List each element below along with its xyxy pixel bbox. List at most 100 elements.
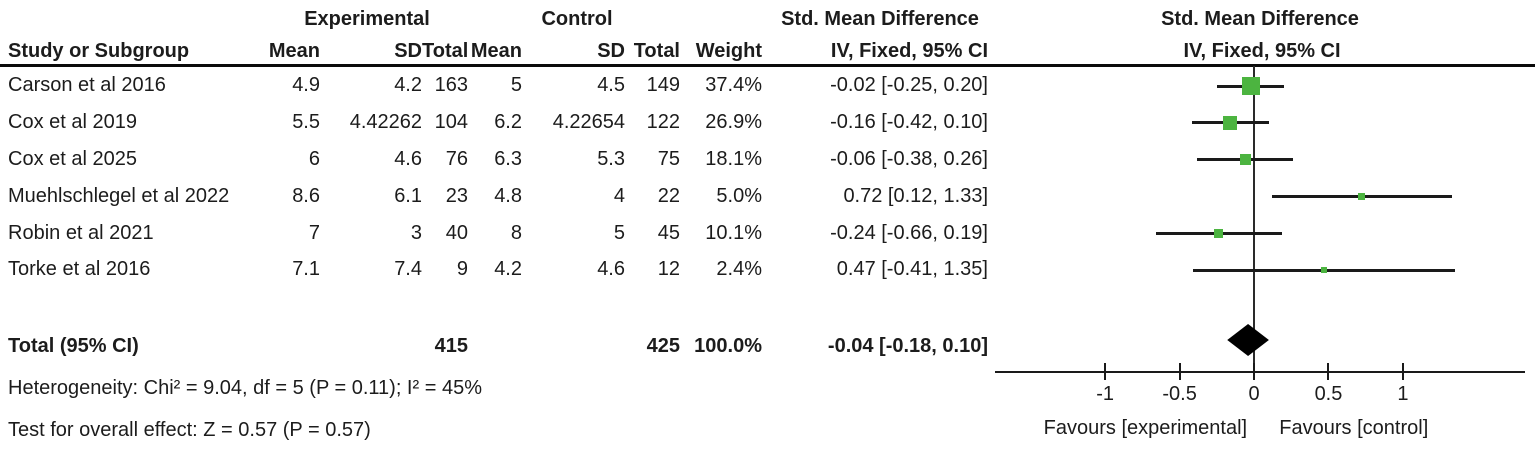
ctrl-sd-column-header: SD (597, 39, 625, 62)
ci-text: -0.06 [-0.38, 0.26] (830, 148, 988, 171)
study-name: Carson et al 2016 (8, 74, 166, 97)
axis-line (995, 371, 1525, 373)
ctrl-total: 122 (646, 111, 680, 134)
axis-tick-label: 0.5 (1314, 383, 1343, 405)
heterogeneity-stat: Heterogeneity: Chi² = 9.04, df = 5 (P = … (8, 377, 482, 399)
exp-total: 76 (445, 148, 468, 171)
ctrl-sd: 4 (613, 184, 625, 207)
study-column-header: Study or Subgroup (8, 39, 190, 62)
exp-sd: 6.1 (394, 184, 422, 207)
total-ci-text: -0.04 [-0.18, 0.10] (827, 334, 988, 357)
axis-tick (1104, 363, 1107, 380)
weight: 26.9% (705, 111, 762, 134)
axis-tick (1401, 363, 1404, 380)
ctrl-mean: 5 (510, 74, 522, 97)
study-name: Cox et al 2019 (8, 111, 137, 134)
ctrl-total-column-header: Total (633, 39, 680, 62)
exp-total: 104 (434, 111, 468, 134)
iv-ci-column-header: IV, Fixed, 95% CI (830, 39, 988, 62)
point-estimate-square (1242, 77, 1261, 95)
exp-sd: 4.2 (394, 74, 422, 97)
exp-mean: 6 (308, 148, 320, 171)
favours-control-label: Favours [control] (1279, 417, 1429, 439)
axis-tick-label: 0 (1248, 383, 1260, 405)
axis-tick (1178, 363, 1181, 380)
axis-tick-label: 1 (1397, 383, 1409, 405)
axis-tick-label: -0.5 (1162, 383, 1197, 405)
exp-sd-column-header: SD (394, 39, 422, 62)
exp-total: 40 (445, 221, 468, 244)
column-header-row: Study or Subgroup Mean SD Total Mean SD … (8, 38, 988, 64)
axis-tick (1327, 363, 1330, 380)
ctrl-mean: 4.8 (494, 184, 522, 207)
exp-mean: 7 (308, 221, 320, 244)
exp-mean: 5.5 (292, 111, 320, 134)
weight: 5.0% (716, 184, 762, 207)
study-row: Cox et al 2025 6 4.6 76 6.3 5.3 75 18.1% -0.06 [… (8, 141, 988, 178)
exp-sd: 3 (410, 221, 422, 244)
study-row: Robin et al 2021 7 3 40 8 5 45 10.1% -0.24 [-0.6… (8, 215, 988, 252)
ctrl-total: 45 (657, 221, 680, 244)
point-estimate-square (1321, 267, 1328, 273)
study-row: Carson et al 2016 4.9 4.2 163 5 4.5 149 37.4% -0… (8, 68, 988, 105)
ctrl-sd: 5.3 (597, 148, 625, 171)
ctrl-sd: 4.6 (597, 258, 625, 281)
exp-total: 9 (456, 258, 468, 281)
ci-text: -0.02 [-0.25, 0.20] (830, 74, 988, 97)
exp-total-column-header: Total (422, 39, 469, 62)
ctrl-mean: 4.2 (494, 258, 522, 281)
iv-ci-plot-column-header: IV, Fixed, 95% CI (1183, 40, 1341, 62)
axis-tick (1253, 363, 1256, 380)
weight-column-header: Weight (695, 39, 762, 62)
weight: 10.1% (705, 221, 762, 244)
header-rule (0, 64, 1535, 67)
study-row: Cox et al 2019 5.5 4.42262 104 6.2 4.22654 122… (8, 104, 988, 141)
ctrl-total: 22 (657, 184, 680, 207)
overall-effect-stat: Test for overall effect: Z = 0.57 (P = 0… (8, 419, 371, 441)
smd-text-column-header: Std. Mean Difference (781, 8, 979, 30)
exp-mean: 4.9 (292, 74, 320, 97)
point-estimate-square (1223, 115, 1238, 130)
exp-total: 23 (445, 184, 468, 207)
ctrl-mean-column-header: Mean (470, 39, 522, 62)
weight: 37.4% (705, 74, 762, 97)
study-row: Muehlschlegel et al 2022 8.6 6.1 23 4.8 4 22 5.… (8, 178, 988, 215)
total-exp-total: 415 (434, 334, 468, 357)
study-name: Cox et al 2025 (8, 148, 137, 171)
zero-line (1253, 66, 1256, 373)
point-estimate-square (1213, 228, 1223, 238)
axis-tick-label: -1 (1096, 383, 1115, 405)
exp-sd: 4.6 (394, 148, 422, 171)
exp-total: 163 (434, 74, 468, 97)
control-group-header: Control (541, 8, 613, 30)
exp-sd: 7.4 (394, 258, 422, 281)
study-name: Robin et al 2021 (8, 221, 154, 244)
study-name: Torke et al 2016 (8, 258, 151, 281)
summary-diamond (1227, 324, 1269, 356)
ctrl-total: 149 (646, 74, 680, 97)
ci-text: 0.47 [-0.41, 1.35] (836, 258, 988, 281)
ci-text: -0.16 [-0.42, 0.10] (830, 111, 988, 134)
weight: 2.4% (716, 258, 762, 281)
total-row: Total (95% CI) 415 425 100.0% -0.04 [-0.… (8, 330, 988, 362)
ctrl-mean: 6.3 (494, 148, 522, 171)
ctrl-mean: 6.2 (494, 111, 522, 134)
weight: 18.1% (705, 148, 762, 171)
exp-mean: 8.6 (292, 184, 320, 207)
smd-plot-column-header: Std. Mean Difference (1161, 8, 1359, 30)
ctrl-total: 12 (657, 258, 680, 281)
ctrl-sd: 4.22654 (552, 111, 625, 134)
total-ctrl-total: 425 (646, 334, 680, 357)
exp-sd: 4.42262 (349, 111, 422, 134)
ci-text: 0.72 [0.12, 1.33] (843, 184, 988, 207)
experimental-group-header: Experimental (304, 8, 430, 30)
ctrl-sd: 5 (613, 221, 625, 244)
total-weight: 100.0% (694, 334, 762, 357)
point-estimate-square (1357, 192, 1365, 200)
study-row: Torke et al 2016 7.1 7.4 9 4.2 4.6 12 2.4% 0.47 … (8, 252, 988, 289)
exp-mean-column-header: Mean (268, 39, 320, 62)
exp-mean: 7.1 (292, 258, 320, 281)
favours-experimental-label: Favours [experimental] (1043, 417, 1248, 439)
